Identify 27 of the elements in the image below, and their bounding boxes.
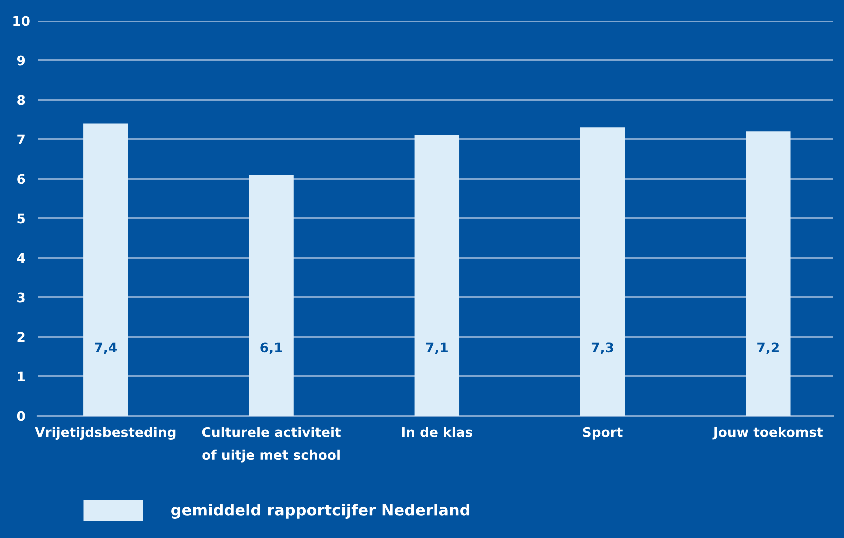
data-label: 7,2 (758, 342, 779, 354)
y-tick-label: 3 (18, 292, 25, 303)
y-tick-label: 7 (18, 134, 25, 145)
bar (414, 136, 460, 416)
y-tick-label: 10 (14, 16, 30, 26)
data-label: 7,3 (592, 342, 614, 354)
x-tick-label: Vrijetijdsbesteding (35, 427, 176, 440)
data-label: 7,1 (426, 342, 448, 354)
y-tick-label: 9 (17, 56, 26, 66)
bar (746, 132, 791, 416)
bar (249, 175, 294, 416)
data-label: 6,1 (260, 342, 282, 354)
data-label: 7,4 (95, 342, 117, 354)
x-tick-label: Culturele activiteit of uitje met school (202, 427, 342, 463)
y-tick-label: 8 (18, 95, 26, 106)
y-tick-label: 4 (17, 253, 26, 264)
bar (84, 124, 128, 416)
legend-label: gemiddeld rapportcijfer Nederland (172, 504, 470, 519)
y-tick-label: 6 (18, 174, 26, 184)
y-tick-label: 2 (18, 332, 25, 342)
y-tick-label: 5 (18, 214, 25, 224)
y-tick-label: 0 (17, 411, 26, 422)
y-tick-label: 1 (18, 372, 26, 382)
x-tick-label: In de klas (402, 427, 472, 438)
bar (580, 128, 626, 416)
x-tick-label: Jouw toekomst (712, 427, 824, 440)
x-tick-label: Sport (583, 427, 623, 440)
